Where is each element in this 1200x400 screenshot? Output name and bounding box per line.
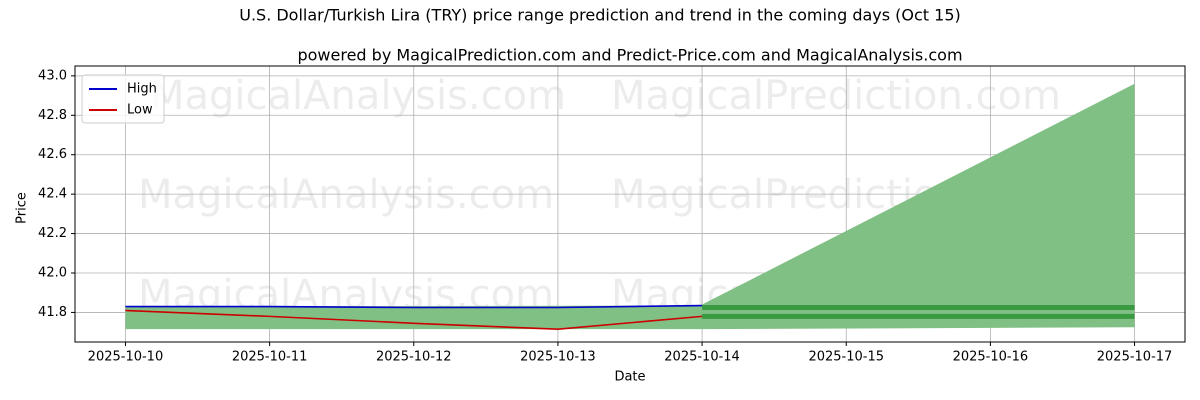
x-tick-label: 2025-10-16	[953, 350, 1029, 365]
legend-label: High	[127, 82, 157, 97]
y-tick-label: 41.8	[38, 305, 67, 320]
y-tick-label: 43.0	[38, 68, 67, 83]
series-line	[125, 309, 703, 330]
range-area	[125, 305, 703, 330]
range-area	[702, 83, 1135, 330]
x-tick-label: 2025-10-14	[664, 350, 740, 365]
y-tick-label: 42.2	[38, 226, 67, 241]
legend-label: Low	[127, 103, 153, 118]
x-tick-label: 2025-10-10	[88, 350, 164, 365]
watermark: MagicalAnalysis.com	[138, 172, 554, 218]
x-tick-label: 2025-10-11	[232, 350, 308, 365]
x-tick-label: 2025-10-15	[808, 350, 884, 365]
chart-title: U.S. Dollar/Turkish Lira (TRY) price ran…	[239, 6, 961, 25]
x-tick-label: 2025-10-12	[376, 350, 452, 365]
y-axis-label: Price	[15, 192, 30, 224]
y-tick-label: 42.4	[38, 187, 67, 202]
x-axis-label: Date	[614, 370, 645, 385]
series-line	[125, 304, 703, 309]
watermark: MagicalPrediction.com	[611, 73, 1061, 119]
x-tick-label: 2025-10-17	[1097, 350, 1173, 365]
chart-subtitle: powered by MagicalPrediction.com and Pre…	[297, 46, 962, 65]
x-tick-label: 2025-10-13	[520, 350, 596, 365]
y-tick-label: 42.0	[38, 266, 67, 281]
plot-frame	[74, 65, 1186, 343]
watermark: MagicalAnalysis.com	[150, 73, 566, 119]
y-tick-label: 42.8	[38, 108, 67, 123]
y-tick-label: 42.6	[38, 147, 67, 162]
